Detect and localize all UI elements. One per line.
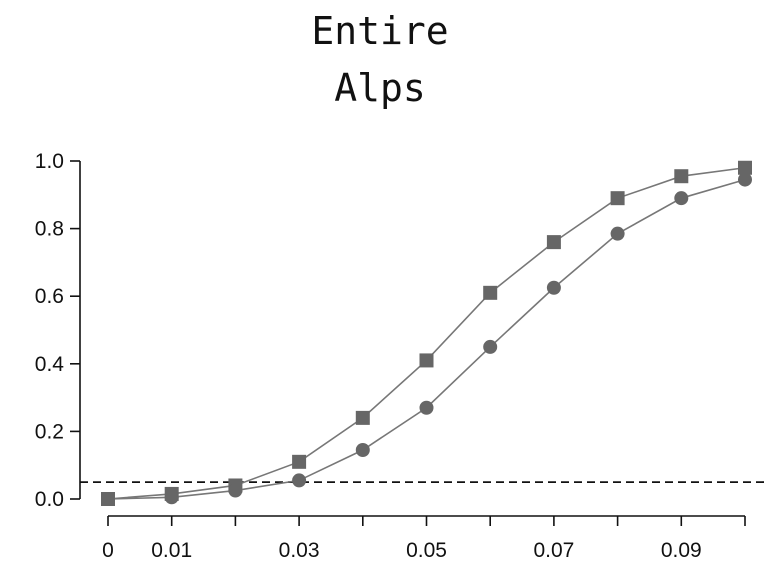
series-circle [101, 172, 752, 506]
data-point-circle [610, 226, 625, 241]
x-tick-label: 0 [102, 539, 114, 562]
data-point-square [355, 410, 370, 425]
data-point-circle [546, 280, 561, 295]
y-tick-label: 0.6 [35, 285, 64, 308]
data-point-circle [355, 442, 370, 457]
data-point-circle [674, 191, 689, 206]
data-point-circle [292, 473, 307, 488]
x-tick-label: 0.03 [279, 539, 320, 562]
x-tick-label: 0.05 [406, 539, 447, 562]
series-line-square [107, 166, 746, 500]
y-tick-label: 0.0 [35, 488, 64, 511]
y-tick-label: 1.0 [35, 150, 64, 173]
data-point-square [483, 285, 498, 300]
x-tick-label: 0.07 [533, 539, 574, 562]
series-line-circle [107, 178, 746, 500]
y-tick-label: 0.8 [35, 218, 64, 241]
chart-title: Entire Alps [311, 9, 448, 110]
data-point-circle [483, 339, 498, 354]
y-tick-label: 0.4 [35, 353, 65, 376]
y-tick-label: 0.2 [35, 420, 64, 443]
series-group [101, 160, 752, 506]
data-point-square [546, 235, 561, 250]
data-point-square [674, 169, 689, 184]
data-point-square [419, 353, 434, 368]
data-point-circle [738, 172, 752, 187]
x-tick-label: 0.09 [661, 539, 702, 562]
data-point-square [738, 160, 752, 175]
data-point-circle [228, 483, 243, 498]
x-tick-label: 0.01 [151, 539, 192, 562]
chart-title-line-1: Entire [311, 9, 448, 53]
data-point-circle [419, 400, 434, 415]
data-point-square [292, 454, 307, 469]
data-point-square [610, 191, 625, 206]
data-point-circle [164, 490, 179, 505]
axes: 0.0 0.2 0.4 0.6 0.8 1.0 0 0.01 0.03 0.05 0.07 0.09 [35, 150, 746, 562]
data-point-circle [101, 492, 115, 506]
chart-title-line-2: Alps [334, 66, 426, 110]
